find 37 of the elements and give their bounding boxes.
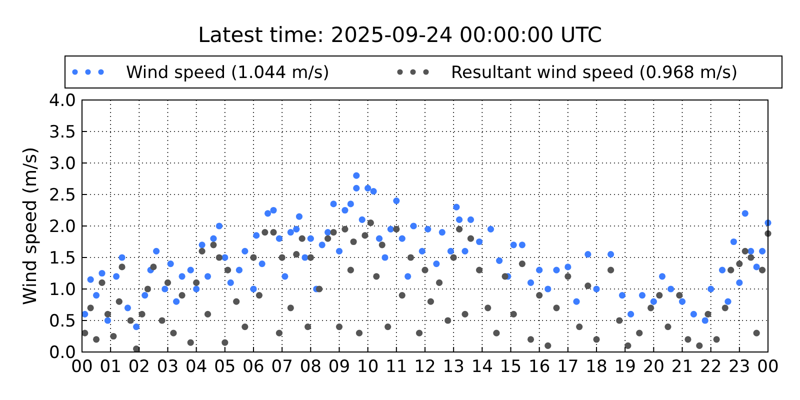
x-tick-label: 01 xyxy=(100,357,122,377)
chart-title: Latest time: 2025-09-24 00:00:00 UTC xyxy=(198,23,602,47)
y-tick-label: 0.5 xyxy=(48,312,76,332)
x-tick-label: 16 xyxy=(528,357,550,377)
y-tick-label: 3.5 xyxy=(48,122,76,142)
legend-label: Wind speed (1.044 m/s) xyxy=(126,63,330,83)
x-tick-label: 20 xyxy=(642,357,664,377)
x-tick-label: 22 xyxy=(700,357,722,377)
x-tick-label: 19 xyxy=(614,357,636,377)
x-tick-label: 11 xyxy=(386,357,408,377)
y-tick-label: 1.5 xyxy=(48,248,76,268)
x-tick-label: 05 xyxy=(214,357,236,377)
x-tick-label: 13 xyxy=(442,357,464,377)
x-tick-label: 08 xyxy=(300,357,322,377)
x-tick-label: 15 xyxy=(500,357,522,377)
y-axis-title: Wind speed (m/s) xyxy=(20,146,41,306)
x-tick-label: 03 xyxy=(156,357,179,377)
x-tick-label: 09 xyxy=(328,357,350,377)
x-tick-label: 18 xyxy=(586,357,608,377)
y-tick-label: 1.0 xyxy=(48,280,76,300)
x-tick-label: 12 xyxy=(414,357,436,377)
legend-label: Resultant wind speed (0.968 m/s) xyxy=(451,63,738,83)
y-tick-label: 2.5 xyxy=(48,186,76,206)
x-tick-label: 17 xyxy=(557,357,579,377)
x-tick-label: 21 xyxy=(671,357,694,377)
x-tick-label: 00 xyxy=(71,357,93,377)
y-tick-label: 4.0 xyxy=(48,91,76,111)
y-tick-label: 3.0 xyxy=(48,154,76,174)
x-tick-label: 00 xyxy=(757,357,779,377)
x-tick-label: 23 xyxy=(728,357,750,377)
x-tick-label: 02 xyxy=(128,357,150,377)
x-tick-label: 07 xyxy=(271,357,293,377)
x-tick-label: 06 xyxy=(242,357,264,377)
y-tick-label: 2.0 xyxy=(48,217,76,237)
x-tick-label: 04 xyxy=(186,357,208,377)
x-tick-label: 14 xyxy=(471,357,493,377)
x-tick-label: 10 xyxy=(357,357,379,377)
